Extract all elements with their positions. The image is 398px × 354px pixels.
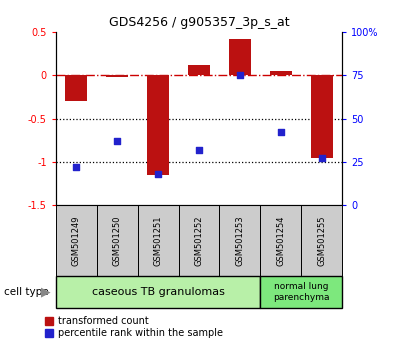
Point: [73, 164, 79, 170]
Point: [319, 156, 325, 161]
Bar: [301, 205, 342, 276]
Bar: [260, 276, 342, 308]
Bar: [56, 205, 97, 276]
Bar: [106, 75, 129, 77]
Bar: [310, 75, 333, 158]
Text: GSM501249: GSM501249: [72, 216, 81, 266]
Bar: [219, 205, 260, 276]
Text: ▶: ▶: [41, 286, 51, 298]
Text: GSM501252: GSM501252: [195, 216, 203, 266]
Bar: [138, 205, 179, 276]
Legend: transformed count, percentile rank within the sample: transformed count, percentile rank withi…: [45, 316, 223, 338]
Point: [155, 171, 161, 177]
Bar: [269, 71, 292, 75]
Bar: [179, 205, 219, 276]
Text: normal lung
parenchyma: normal lung parenchyma: [273, 282, 330, 302]
Bar: [65, 75, 88, 101]
Bar: [56, 276, 260, 308]
Bar: [97, 205, 138, 276]
Bar: [188, 65, 210, 75]
Bar: [229, 39, 251, 75]
Text: GSM501250: GSM501250: [113, 216, 122, 266]
Text: caseous TB granulomas: caseous TB granulomas: [92, 287, 224, 297]
Point: [278, 130, 284, 135]
Bar: [260, 205, 301, 276]
Point: [196, 147, 202, 153]
Text: GSM501253: GSM501253: [236, 215, 244, 266]
Text: cell type: cell type: [4, 287, 49, 297]
Text: GSM501251: GSM501251: [154, 216, 162, 266]
Point: [237, 73, 243, 78]
Text: GSM501254: GSM501254: [276, 216, 285, 266]
Title: GDS4256 / g905357_3p_s_at: GDS4256 / g905357_3p_s_at: [109, 16, 289, 29]
Bar: [147, 75, 169, 175]
Point: [114, 138, 120, 144]
Text: GSM501255: GSM501255: [317, 216, 326, 266]
